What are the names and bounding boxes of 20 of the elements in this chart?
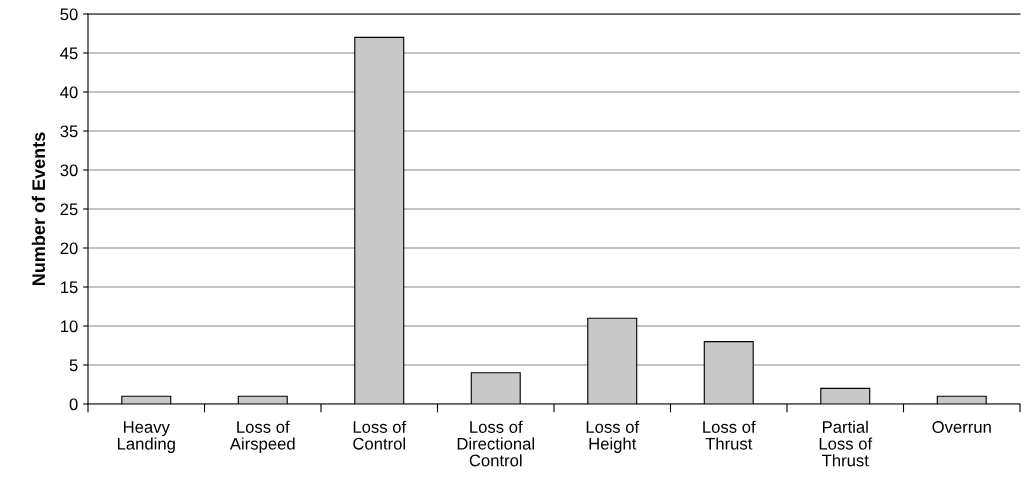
- y-tick-label: 25: [60, 203, 78, 216]
- x-tick-label: Partial Loss of Thrust: [819, 420, 873, 467]
- y-tick-label: 10: [61, 320, 78, 333]
- y-tick-label: 15: [61, 281, 78, 294]
- y-tick-label: 35: [60, 125, 78, 138]
- y-tick-label: 0: [69, 398, 78, 411]
- x-tick-label: Loss of Thrust: [703, 420, 756, 450]
- x-tick-label: Heavy Landing: [117, 421, 175, 453]
- y-tick-label: 20: [60, 242, 78, 255]
- x-tick-label: Loss of Airspeed: [229, 420, 295, 453]
- x-tick-label: Loss of Control: [353, 420, 407, 450]
- x-tick-label: Loss of Height: [586, 420, 640, 453]
- y-axis-title: Number of Events: [31, 132, 46, 286]
- y-tick-label: 45: [60, 47, 78, 60]
- y-tick-label: 5: [69, 359, 78, 372]
- y-tick-label: 40: [60, 86, 78, 99]
- x-tick-label: Loss of Directional Control: [457, 420, 535, 467]
- y-tick-label: 30: [60, 164, 78, 177]
- y-tick-label: 50: [60, 8, 78, 21]
- x-tick-label: Overrun: [932, 421, 991, 433]
